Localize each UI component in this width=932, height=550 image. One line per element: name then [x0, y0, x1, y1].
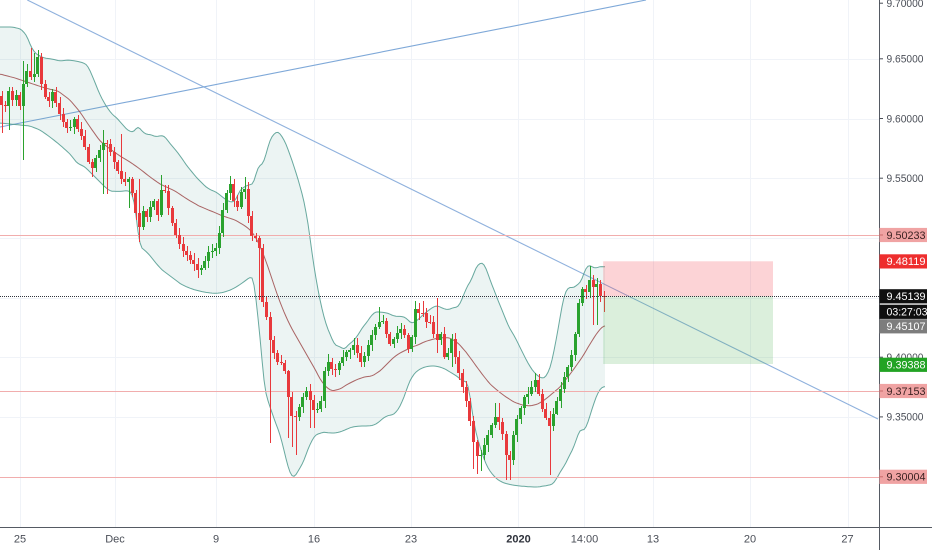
svg-text:13: 13	[647, 534, 659, 546]
svg-text:9.37153: 9.37153	[887, 386, 926, 398]
svg-text:9.60000: 9.60000	[887, 113, 924, 125]
svg-text:27: 27	[841, 534, 853, 546]
svg-text:16: 16	[308, 534, 320, 546]
svg-text:14:00: 14:00	[571, 534, 599, 546]
svg-text:2020: 2020	[506, 534, 530, 546]
svg-text:9.55000: 9.55000	[887, 173, 924, 185]
svg-text:9.35000: 9.35000	[887, 412, 924, 424]
svg-text:03:27:03: 03:27:03	[887, 307, 928, 319]
svg-text:9.48119: 9.48119	[887, 256, 926, 268]
svg-text:9: 9	[213, 534, 219, 546]
svg-text:9.50233: 9.50233	[887, 230, 926, 242]
svg-text:9.65000: 9.65000	[887, 54, 924, 66]
svg-text:9.39388: 9.39388	[887, 360, 926, 372]
svg-text:9.45139: 9.45139	[887, 291, 926, 303]
svg-text:9.30004: 9.30004	[887, 472, 926, 484]
svg-text:9.70000: 9.70000	[887, 0, 924, 10]
svg-text:23: 23	[405, 534, 417, 546]
svg-text:25: 25	[14, 534, 26, 546]
svg-text:Dec: Dec	[105, 534, 125, 546]
svg-text:9.45107: 9.45107	[887, 321, 926, 333]
svg-text:20: 20	[744, 534, 756, 546]
